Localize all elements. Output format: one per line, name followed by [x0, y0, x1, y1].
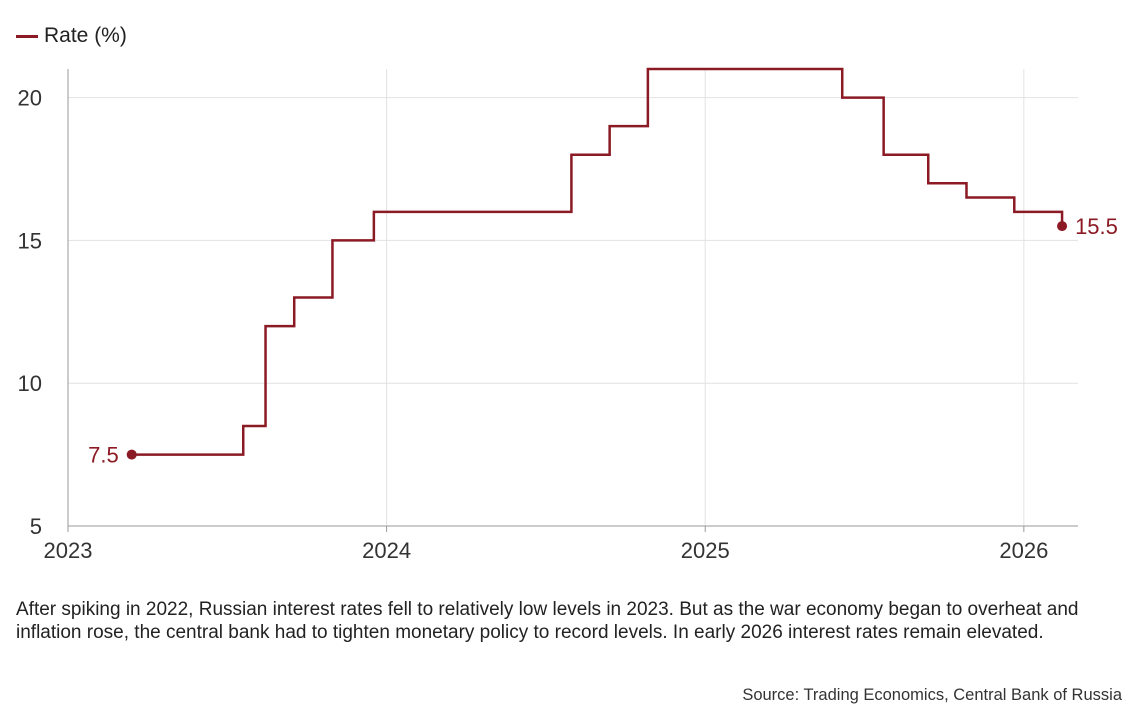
- start-point-marker: [126, 449, 137, 460]
- labels-layer: 5 10 15 20 2023 2024 2025 2026 7.5 15.5: [18, 86, 1118, 563]
- y-tick-label: 20: [18, 86, 42, 111]
- x-tick-label: 2024: [362, 538, 411, 563]
- legend-line-swatch: [16, 34, 38, 38]
- grid-lines: [67, 69, 1078, 527]
- rate-step-line: [131, 67, 1064, 456]
- start-value-label: 7.5: [88, 443, 119, 468]
- x-tick-label: 2026: [999, 538, 1048, 563]
- legend-label: Rate (%): [44, 24, 127, 47]
- source-note: Source: Trading Economics, Central Bank …: [742, 686, 1122, 704]
- chart-caption: After spiking in 2022, Russian interest …: [16, 599, 1079, 643]
- y-tick-label: 10: [18, 371, 42, 396]
- series-layer: [126, 67, 1068, 460]
- x-tick-label: 2023: [44, 538, 93, 563]
- axes: [67, 69, 1078, 532]
- y-tick-label: 15: [18, 228, 42, 253]
- x-tick-label: 2025: [681, 538, 730, 563]
- y-tick-label: 5: [30, 514, 42, 539]
- rate-line-chart: 5 10 15 20 2023 2024 2025 2026 7.5 15.5: [18, 67, 1118, 563]
- end-point-marker: [1057, 221, 1068, 232]
- end-value-label: 15.5: [1075, 214, 1118, 239]
- chart-legend: Rate (%): [16, 24, 127, 48]
